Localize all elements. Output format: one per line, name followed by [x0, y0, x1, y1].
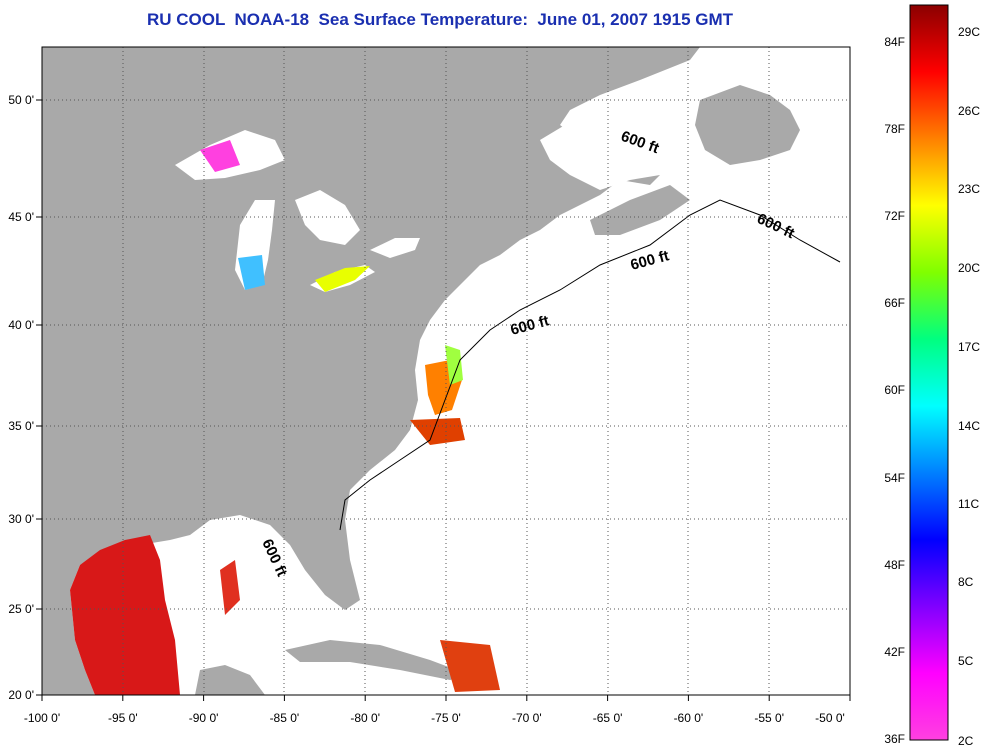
lon-tick-label: -65 0' — [593, 711, 623, 725]
celsius-label: 2C — [958, 734, 974, 748]
lat-tick-label: 35 0' — [8, 419, 34, 433]
sst-gulf-west — [70, 535, 180, 695]
lat-tick-label: 20 0' — [8, 688, 34, 702]
lake-ontario — [370, 238, 420, 258]
isobath-600ft — [339, 199, 841, 531]
lon-tick-label: -95 0' — [108, 711, 138, 725]
lake-huron — [295, 190, 360, 245]
celsius-label: 23C — [958, 182, 980, 196]
land-newfoundland — [695, 85, 800, 165]
lon-tick-label: -75 0' — [431, 711, 461, 725]
gulf-st-lawrence — [540, 100, 690, 190]
fahrenheit-label: 66F — [884, 296, 905, 310]
lat-tick-label: 50 0' — [8, 93, 34, 107]
map-title: RU COOL NOAA-18 Sea Surface Temperature:… — [146, 10, 734, 29]
celsius-label: 29C — [958, 25, 980, 39]
lon-tick-label: -90 0' — [189, 711, 219, 725]
sst-mid-atlantic — [445, 345, 463, 385]
celsius-label: 20C — [958, 261, 980, 275]
celsius-label: 8C — [958, 575, 974, 589]
celsius-label: 14C — [958, 419, 980, 433]
sst-caribbean — [440, 640, 500, 692]
sst-lake-superior — [200, 140, 240, 172]
fahrenheit-label: 54F — [884, 471, 905, 485]
fahrenheit-label: 36F — [884, 732, 905, 746]
sst-lake-erie — [315, 266, 370, 292]
longitude-axis: -100 0' -95 0' -90 0' -85 0' -80 0' -75 0' -70… — [24, 695, 851, 725]
lon-tick-label: -80 0' — [350, 711, 380, 725]
fahrenheit-label: 84F — [884, 35, 905, 49]
land-yucatan — [195, 665, 265, 695]
land-north-america — [42, 47, 700, 695]
celsius-label: 11C — [958, 497, 979, 511]
graticule — [42, 47, 850, 695]
fahrenheit-label: 42F — [884, 645, 905, 659]
lon-tick-label: -85 0' — [270, 711, 300, 725]
lon-tick-label: -100 0' — [24, 711, 60, 725]
lat-tick-label: 40 0' — [8, 318, 34, 332]
lon-tick-label: -50 0' — [815, 711, 845, 725]
lat-tick-label: 30 0' — [8, 512, 34, 526]
sst-lake-michigan — [238, 255, 265, 290]
latitude-axis: 20 0' 25 0' 30 0' 35 0' 40 0' 45 0' 50 0' — [8, 93, 42, 702]
lon-tick-label: -70 0' — [512, 711, 542, 725]
color-scale-bar — [909, 4, 949, 741]
sst-gulf-south — [220, 560, 240, 615]
lat-tick-label: 25 0' — [8, 602, 34, 616]
celsius-label: 26C — [958, 104, 980, 118]
fahrenheit-label: 48F — [884, 558, 905, 572]
land-cuba — [285, 640, 470, 680]
celsius-label: 5C — [958, 654, 974, 668]
lon-tick-label: -60 0' — [674, 711, 704, 725]
fahrenheit-label: 72F — [884, 209, 905, 223]
fahrenheit-label: 78F — [884, 122, 905, 136]
map-area: 600 ft 600 ft 600 ft 600 ft 600 ft — [41, 46, 851, 696]
celsius-label: 17C — [958, 340, 980, 354]
lon-tick-label: -55 0' — [754, 711, 784, 725]
lat-tick-label: 45 0' — [8, 210, 34, 224]
fahrenheit-label: 60F — [884, 383, 905, 397]
land-nova-scotia — [590, 185, 690, 235]
sst-hatteras — [410, 418, 465, 445]
